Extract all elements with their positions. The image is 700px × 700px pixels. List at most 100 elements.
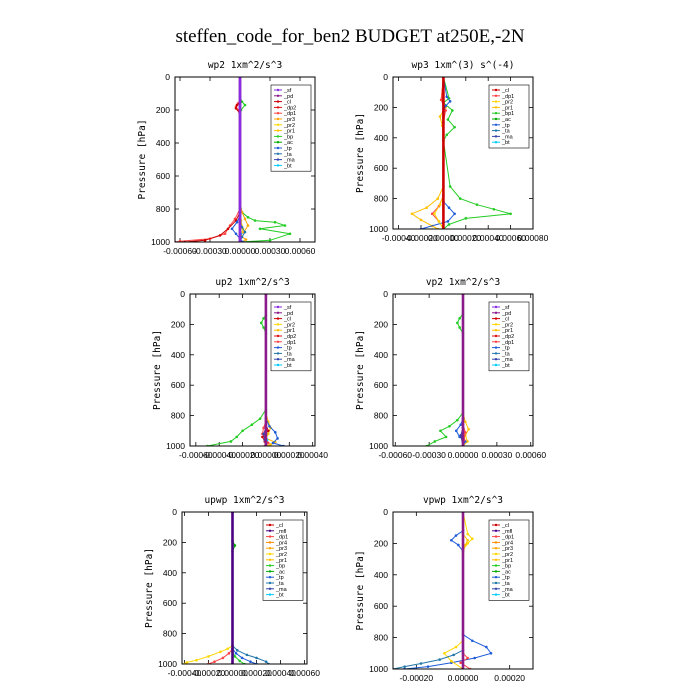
legend-entry: _pr1 <box>501 328 513 334</box>
series-point <box>463 420 467 423</box>
series-point <box>273 220 277 224</box>
legend-marker <box>268 558 272 561</box>
legend-marker <box>494 106 498 109</box>
series-point <box>269 443 272 446</box>
series-point <box>235 103 239 107</box>
legend: _sf_pd_cl_pr2_pr1_dp2_dp1_tp_ta_ma_bt <box>270 301 312 372</box>
legend-entry: _pr1 <box>501 558 513 564</box>
legend-marker <box>276 117 280 121</box>
legend-marker <box>494 576 498 579</box>
legend-marker <box>268 529 272 532</box>
y-tick-label: 400 <box>374 570 388 580</box>
legend-marker <box>276 164 280 167</box>
x-tick-label: 0.00000 <box>225 246 256 256</box>
series-group <box>393 512 493 669</box>
series-point <box>268 239 272 242</box>
legend-marker <box>494 135 498 138</box>
plot-frame <box>392 293 534 447</box>
x-tick-label: 0.00080 <box>518 233 549 243</box>
legend-marker <box>276 158 280 161</box>
series-point <box>185 661 189 664</box>
y-tick-label: 1000 <box>158 659 177 669</box>
legend: _cl_mfl_dp1_pr4_pr3_pr2_pr1_bp_ac_tp_ta_… <box>262 519 304 601</box>
series-point <box>243 230 247 234</box>
series-point <box>466 538 469 542</box>
legend-entry: _mfl <box>275 529 286 535</box>
y-tick-label: 200 <box>374 319 388 329</box>
legend-marker <box>276 363 280 367</box>
series-point <box>195 658 198 662</box>
series-point <box>466 532 469 536</box>
y-tick-label: 0 <box>383 72 388 82</box>
y-tick-label: 800 <box>156 204 170 214</box>
legend-marker <box>494 564 498 567</box>
legend-marker <box>276 358 280 361</box>
series-point <box>258 417 262 420</box>
y-tick-label: 1000 <box>369 441 388 451</box>
series-point <box>466 656 469 660</box>
series-point <box>466 542 469 545</box>
x-tick-label: -0.00020 <box>400 673 434 683</box>
series-point <box>230 227 234 231</box>
y-tick-label: 800 <box>374 633 388 643</box>
y-tick-label: 200 <box>374 538 388 548</box>
legend-marker <box>276 123 280 127</box>
series-point <box>454 645 458 649</box>
legend-marker <box>276 334 280 338</box>
plot-frame <box>189 293 316 447</box>
series-point <box>283 224 287 227</box>
x-tick-label: 0.00000 <box>217 668 248 678</box>
legend-marker <box>494 358 498 361</box>
series-point <box>234 232 238 236</box>
legend-entry: _pd <box>501 311 511 317</box>
legend-marker <box>276 317 280 320</box>
series-point <box>288 232 292 236</box>
series-group <box>410 77 512 229</box>
y-tick-label: 600 <box>374 163 388 173</box>
series-point <box>450 538 453 542</box>
y-tick-label: 0 <box>172 507 177 517</box>
panel-5: upwp 1xm^2/s^3 Pressure [hPa] 0 200 400 600 80… <box>144 495 320 678</box>
series-point <box>451 109 454 112</box>
series-point <box>250 423 254 427</box>
legend-entry: _tp <box>283 146 292 152</box>
series-point <box>262 426 265 430</box>
series-point <box>262 432 265 436</box>
y-tick-label: 800 <box>374 194 388 204</box>
series-point <box>410 212 414 216</box>
legend-entry: _ac <box>501 117 511 123</box>
plot-frame <box>174 76 316 243</box>
legend-entry: _pr2 <box>283 123 295 129</box>
legend-entry: _pr3 <box>283 117 295 123</box>
legend-marker <box>494 570 498 573</box>
series-point <box>262 326 265 329</box>
legend-entry: _ta <box>501 351 511 357</box>
series-point <box>245 653 249 657</box>
series-point <box>444 109 447 112</box>
legend-entry: _pr3 <box>275 546 287 552</box>
legend-marker <box>494 123 498 127</box>
y-axis-label: Pressure [hPa] <box>355 330 366 410</box>
legend-entry: _pr1 <box>275 558 287 564</box>
legend-marker <box>494 94 498 98</box>
series-point <box>240 235 244 239</box>
series-point <box>178 239 182 242</box>
y-tick-label: 600 <box>374 380 388 390</box>
y-tick-label: 0 <box>383 289 388 299</box>
legend-entry: _pr4 <box>501 540 513 546</box>
series-point <box>489 652 493 655</box>
series-point <box>446 220 450 223</box>
series-point <box>492 207 496 211</box>
series-point <box>447 206 451 210</box>
x-tick-label: 0.00060 <box>285 246 316 256</box>
series-point <box>445 133 449 137</box>
x-tick-label: -0.00040 <box>202 450 236 460</box>
legend-marker <box>494 363 498 367</box>
panels: wp2 1xm^2/s^3 Pressure [hPa] 0 200 400 600 800… <box>137 60 549 683</box>
series-point <box>438 203 442 206</box>
series-point <box>454 534 458 537</box>
series-point <box>447 223 451 226</box>
series-point <box>475 203 479 206</box>
legend-marker <box>276 340 280 343</box>
legend-entry: _cl <box>501 88 509 94</box>
